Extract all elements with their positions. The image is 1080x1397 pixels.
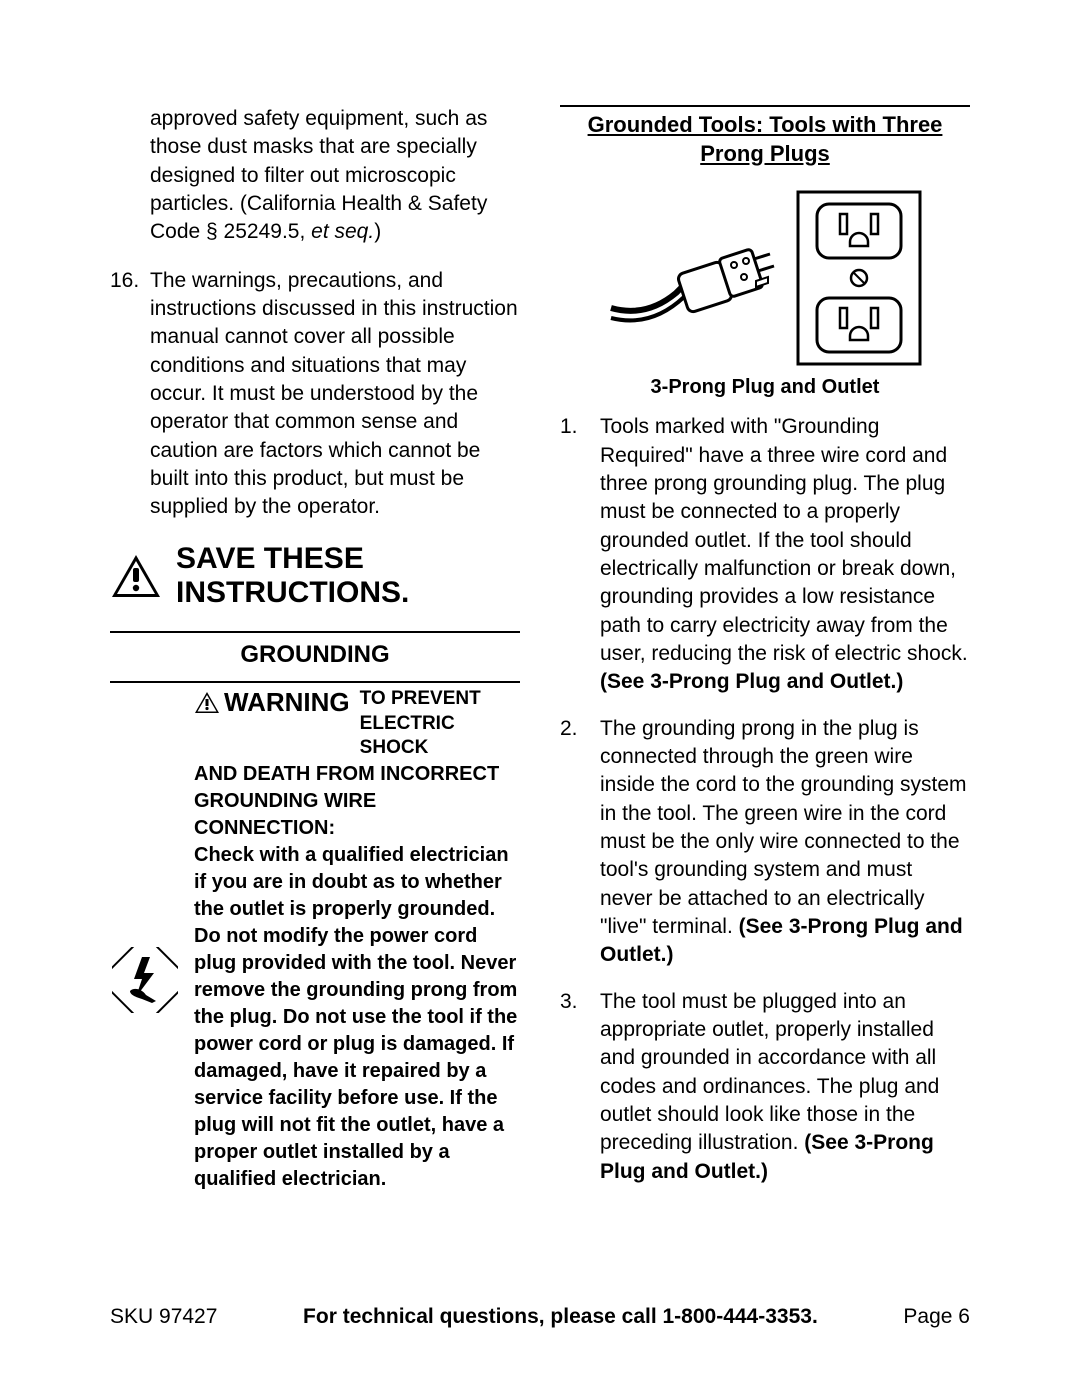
electric-shock-icon [110, 687, 180, 1193]
save-instructions-box: SAVE THESE INSTRUCTIONS. [110, 542, 520, 611]
list-item: 1. Tools marked with "Grounding Required… [560, 413, 970, 696]
warning-lead: TO PREVENT ELECTRIC SHOCK [360, 687, 520, 761]
plug-icon [606, 223, 776, 333]
list-item: 2. The grounding prong in the plug is co… [560, 715, 970, 970]
footer-page: Page 6 [903, 1305, 970, 1329]
grounding-heading: GROUNDING [110, 637, 520, 675]
warning-label: WARNING [224, 687, 350, 718]
figure-caption: 3-Prong Plug and Outlet [560, 376, 970, 399]
item-number: 1. [560, 413, 600, 696]
warning-body-caps: AND DEATH FROM INCORRECT GROUNDING WIRE … [194, 763, 499, 839]
warning-text-wrap: WARNING TO PREVENT ELECTRIC SHOCK AND DE… [194, 687, 520, 1193]
warning-block: WARNING TO PREVENT ELECTRIC SHOCK AND DE… [110, 687, 520, 1193]
page-body: approved safety equipment, such as those… [0, 0, 1080, 1204]
plug-outlet-figure [560, 188, 970, 368]
page-footer: SKU 97427 For technical questions, pleas… [110, 1305, 970, 1329]
warning-badge: WARNING [194, 687, 350, 718]
heading-line-2: Prong Plugs [700, 141, 830, 166]
left-column: approved safety equipment, such as those… [110, 105, 520, 1204]
warning-triangle-icon [110, 553, 162, 599]
warning-body-rest: Check with a qualified electrician if yo… [194, 844, 517, 1190]
list-item-16: 16. The warnings, precautions, and instr… [110, 267, 520, 522]
right-column: Grounded Tools: Tools with Three Prong P… [560, 105, 970, 1204]
warning-small-triangle-icon [194, 691, 220, 714]
item-number: 3. [560, 988, 600, 1186]
item-text: The warnings, precautions, and instructi… [150, 267, 520, 522]
para-15-italic: et seq. [311, 220, 374, 243]
item-text: Tools marked with "Grounding Required" h… [600, 413, 970, 696]
item-text: The grounding prong in the plug is conne… [600, 715, 970, 970]
save-title: SAVE THESE INSTRUCTIONS. [176, 542, 409, 611]
heading-line-1: Grounded Tools: Tools with Three [588, 112, 943, 137]
grounded-tools-heading: Grounded Tools: Tools with Three Prong P… [560, 105, 970, 168]
warning-body: AND DEATH FROM INCORRECT GROUNDING WIRE … [194, 761, 520, 1193]
footer-phone: For technical questions, please call 1-8… [303, 1305, 818, 1329]
rule-bottom [110, 681, 520, 683]
warning-row: WARNING TO PREVENT ELECTRIC SHOCK [194, 687, 520, 761]
para-15-continued: approved safety equipment, such as those… [150, 105, 520, 247]
item-number: 16. [110, 267, 150, 522]
save-line-1: SAVE THESE [176, 542, 409, 577]
item-text: The tool must be plugged into an appropr… [600, 988, 970, 1186]
save-line-2: INSTRUCTIONS. [176, 576, 409, 611]
para-15-end: ) [374, 220, 381, 243]
list-item: 3. The tool must be plugged into an appr… [560, 988, 970, 1186]
item-number: 2. [560, 715, 600, 970]
footer-sku: SKU 97427 [110, 1305, 217, 1329]
outlet-icon [794, 188, 924, 368]
rule-top [110, 631, 520, 633]
